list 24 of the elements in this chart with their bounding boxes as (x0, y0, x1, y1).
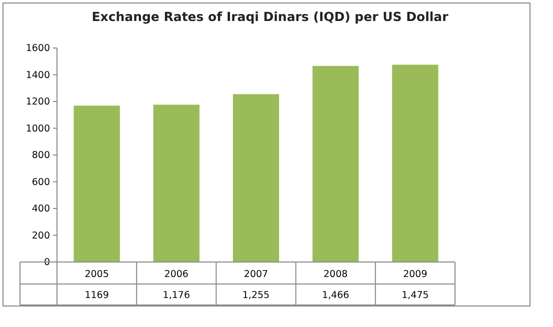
y-tick-label: 800 (32, 150, 50, 162)
y-tick-label: 1600 (26, 43, 50, 54)
chart-title: Exchange Rates of Iraqi Dinars (IQD) per US Dollar (92, 9, 450, 24)
y-tick-label: 400 (32, 204, 50, 215)
x-tick-label: 2006 (164, 269, 188, 280)
bar (392, 64, 438, 262)
y-tick-label: 1400 (26, 70, 50, 81)
x-tick-label: 2005 (84, 269, 109, 280)
y-tick-label: 600 (32, 176, 50, 188)
data-label: 1169 (84, 290, 109, 301)
y-tick-label: 200 (32, 230, 50, 242)
bar (74, 106, 120, 262)
bar (153, 104, 200, 262)
bar (312, 66, 359, 262)
data-label: 1,255 (242, 290, 270, 301)
data-label: 1,176 (162, 290, 190, 301)
x-tick-label: 2009 (403, 269, 428, 280)
data-label: 1,466 (322, 290, 350, 301)
x-tick-label: 2007 (244, 269, 268, 280)
x-tick-label: 2008 (324, 269, 348, 280)
data-label: 1,475 (402, 290, 429, 301)
bar (232, 94, 280, 262)
y-tick-label: 1200 (26, 96, 50, 108)
y-tick-label: 1000 (26, 123, 50, 134)
